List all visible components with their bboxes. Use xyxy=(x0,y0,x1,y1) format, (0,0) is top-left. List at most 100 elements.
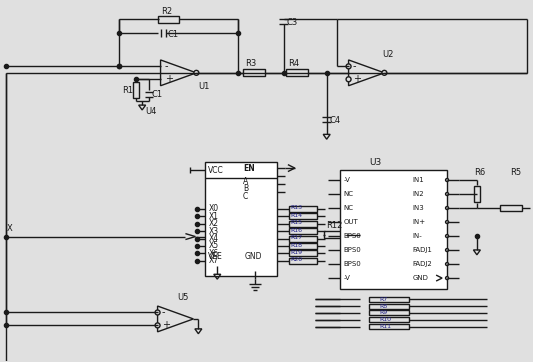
Text: -V: -V xyxy=(344,275,351,281)
Bar xyxy=(289,213,317,219)
Bar xyxy=(500,205,522,211)
Circle shape xyxy=(446,262,449,266)
Text: U4: U4 xyxy=(145,106,157,115)
Bar xyxy=(324,231,345,238)
Circle shape xyxy=(194,70,199,75)
Text: R6: R6 xyxy=(474,168,485,177)
Text: NC: NC xyxy=(344,205,353,211)
Bar xyxy=(289,206,317,212)
Bar xyxy=(474,186,480,202)
Text: VEE: VEE xyxy=(208,252,223,261)
Text: X5: X5 xyxy=(208,241,219,251)
Text: -: - xyxy=(352,62,356,71)
Text: R15: R15 xyxy=(291,220,303,225)
Circle shape xyxy=(382,70,387,75)
Circle shape xyxy=(446,220,449,223)
Bar xyxy=(289,236,317,241)
Bar xyxy=(286,70,308,76)
Circle shape xyxy=(446,207,449,210)
Bar xyxy=(369,311,409,315)
Text: R11: R11 xyxy=(379,324,391,329)
Text: R4: R4 xyxy=(288,59,300,68)
Text: C4: C4 xyxy=(330,116,341,125)
Text: A: A xyxy=(243,177,248,185)
Bar xyxy=(289,243,317,249)
Bar xyxy=(369,296,409,302)
Polygon shape xyxy=(349,60,384,86)
Text: R14: R14 xyxy=(291,213,303,218)
Circle shape xyxy=(446,249,449,252)
Circle shape xyxy=(155,323,160,328)
Text: +: + xyxy=(165,74,173,84)
Circle shape xyxy=(446,193,449,195)
Bar xyxy=(289,228,317,234)
Bar xyxy=(369,324,409,329)
Text: IN-: IN- xyxy=(412,233,422,239)
Text: X4: X4 xyxy=(208,234,219,243)
Text: GND: GND xyxy=(245,252,263,261)
Text: OUT: OUT xyxy=(344,219,358,225)
Text: BPS0: BPS0 xyxy=(344,261,361,267)
Text: C3: C3 xyxy=(287,18,298,27)
Text: R3: R3 xyxy=(246,59,257,68)
Text: FADJ2: FADJ2 xyxy=(412,261,432,267)
Text: X3: X3 xyxy=(208,227,219,236)
Text: X0: X0 xyxy=(208,204,219,213)
Text: R9: R9 xyxy=(379,311,387,315)
Text: R7: R7 xyxy=(379,296,387,302)
Bar xyxy=(289,221,317,227)
Text: R20: R20 xyxy=(291,257,303,262)
Text: R2: R2 xyxy=(161,7,172,16)
Text: R10: R10 xyxy=(379,317,391,323)
Text: R18: R18 xyxy=(291,243,303,248)
Text: R16: R16 xyxy=(291,228,303,233)
Text: R12: R12 xyxy=(326,222,343,230)
Circle shape xyxy=(155,310,160,315)
Bar xyxy=(158,16,180,23)
Text: +: + xyxy=(352,74,360,84)
Circle shape xyxy=(346,77,351,82)
Text: U3: U3 xyxy=(369,157,382,167)
Text: IN3: IN3 xyxy=(412,205,424,211)
Text: BPS0: BPS0 xyxy=(344,233,361,239)
Circle shape xyxy=(346,64,351,69)
Text: X6: X6 xyxy=(208,249,219,258)
Text: VCC: VCC xyxy=(208,165,224,174)
Text: IN1: IN1 xyxy=(412,177,424,183)
Text: -: - xyxy=(161,307,165,317)
Text: +: + xyxy=(161,320,169,331)
Text: R13: R13 xyxy=(291,205,303,210)
Text: U5: U5 xyxy=(177,292,189,302)
Bar xyxy=(133,82,139,98)
Bar xyxy=(289,251,317,256)
Text: R8: R8 xyxy=(379,303,387,308)
Text: EN: EN xyxy=(243,164,255,173)
Circle shape xyxy=(446,235,449,237)
Text: BPS0: BPS0 xyxy=(344,247,361,253)
Text: X7: X7 xyxy=(208,256,219,265)
Text: FADJ1: FADJ1 xyxy=(412,247,432,253)
Text: U1: U1 xyxy=(198,82,209,91)
Text: R1: R1 xyxy=(122,86,133,95)
Text: U2: U2 xyxy=(382,50,394,59)
Text: C1: C1 xyxy=(151,90,163,99)
Text: R5: R5 xyxy=(510,168,521,177)
Bar xyxy=(369,317,409,323)
Polygon shape xyxy=(158,306,193,332)
Text: B: B xyxy=(243,184,248,193)
Text: R19: R19 xyxy=(291,250,303,255)
Text: GND: GND xyxy=(412,275,428,281)
Text: -: - xyxy=(165,62,168,71)
Text: NC: NC xyxy=(344,191,353,197)
Text: C: C xyxy=(243,192,248,201)
Text: R17: R17 xyxy=(291,235,303,240)
Text: X1: X1 xyxy=(208,212,219,221)
Polygon shape xyxy=(160,60,196,86)
Text: -V: -V xyxy=(344,177,351,183)
Bar xyxy=(340,170,447,289)
Text: C1: C1 xyxy=(167,30,179,39)
Bar xyxy=(243,70,265,76)
Bar xyxy=(205,162,277,276)
Text: IN2: IN2 xyxy=(412,191,424,197)
Text: X2: X2 xyxy=(208,219,219,228)
